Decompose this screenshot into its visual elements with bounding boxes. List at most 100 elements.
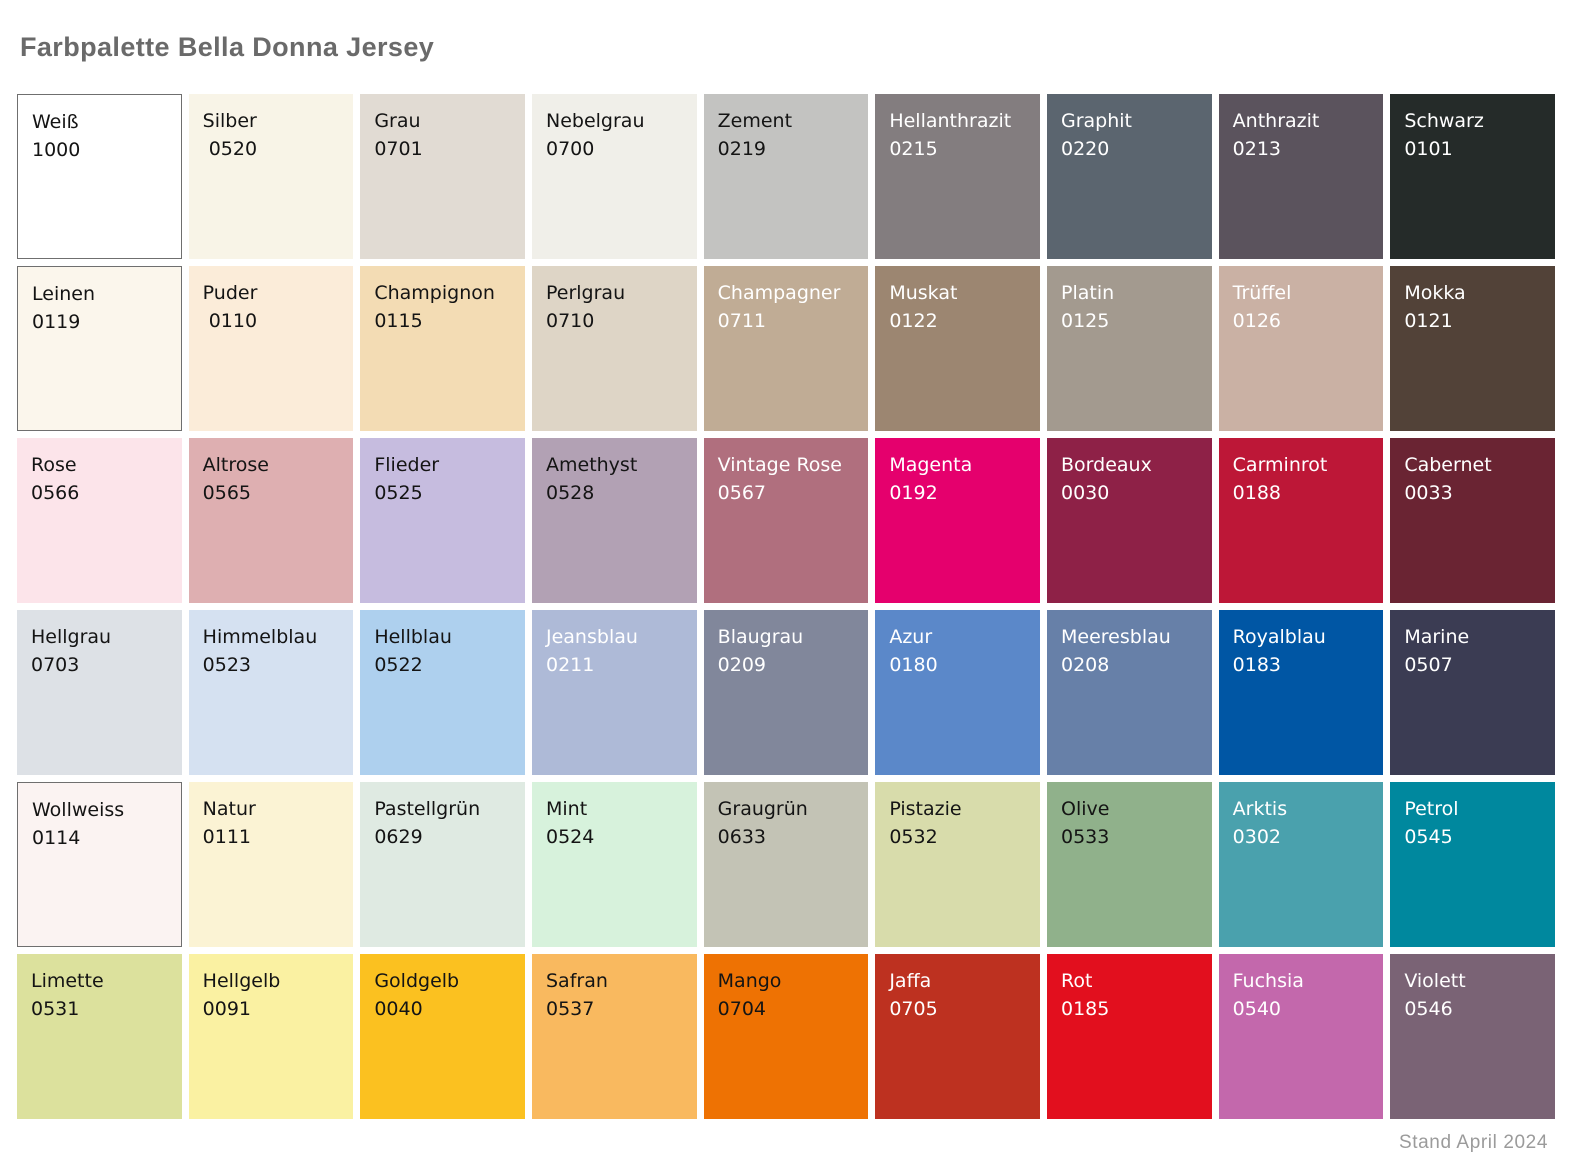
swatch-code: 0114	[32, 827, 81, 849]
swatch-code: 0540	[1232, 998, 1282, 1020]
swatch-code: 0546	[1404, 998, 1453, 1020]
swatch-name: Rot	[1061, 970, 1093, 992]
swatch-0520: Silber 0520	[188, 94, 354, 259]
swatch-code: 0091	[202, 998, 252, 1020]
swatch-name: Amethyst	[546, 454, 638, 476]
swatch-0122: Muskat 0122	[875, 266, 1040, 431]
swatch-0220: Graphit 0220	[1047, 94, 1212, 259]
swatch-0110: Puder 0110	[188, 266, 354, 431]
swatch-0215: Hellanthrazit 0215	[875, 94, 1040, 259]
swatch-name: Hellgrau	[31, 626, 112, 648]
swatch-code: 0111	[202, 826, 252, 848]
swatch-0507: Marine 0507	[1390, 610, 1555, 775]
swatch-code: 0566	[31, 482, 80, 504]
swatch-code: 0115	[374, 310, 423, 332]
swatch-code: 0033	[1404, 482, 1453, 504]
swatch-code: 0188	[1232, 482, 1282, 504]
swatch-code: 0126	[1232, 310, 1282, 332]
swatch-0540: Fuchsia 0540	[1218, 954, 1384, 1119]
swatch-code: 0522	[374, 654, 423, 676]
swatch-name: Leinen	[32, 283, 95, 305]
swatch-0532: Pistazie 0532	[875, 782, 1040, 947]
swatch-code: 0533	[1061, 826, 1110, 848]
swatch-name: Blaugrau	[717, 626, 804, 648]
swatch-code: 0700	[546, 138, 595, 160]
swatch-0030: Bordeaux 0030	[1047, 438, 1212, 603]
swatch-name: Safran	[546, 970, 608, 992]
swatch-code: 0119	[32, 311, 81, 333]
swatch-0546: Violett 0546	[1390, 954, 1555, 1119]
swatch-code: 0520	[202, 138, 258, 160]
swatch-code: 0192	[889, 482, 938, 504]
swatch-name: Wollweiss	[32, 799, 125, 821]
swatch-1000: Weiß 1000	[17, 94, 182, 259]
swatch-0115: Champignon 0115	[360, 266, 525, 431]
swatch-code: 0208	[1061, 654, 1110, 676]
swatch-0185: Rot 0185	[1047, 954, 1212, 1119]
swatch-code: 0125	[1061, 310, 1110, 332]
swatch-code: 0703	[31, 654, 80, 676]
swatch-0192: Magenta 0192	[875, 438, 1040, 603]
page-title: Farbpalette Bella Donna Jersey	[20, 32, 435, 62]
swatch-name: Cabernet	[1404, 454, 1492, 476]
swatch-0219: Zement 0219	[703, 94, 869, 259]
swatch-code: 0523	[202, 654, 252, 676]
swatch-code: 0213	[1232, 138, 1282, 160]
swatch-name: Mint	[546, 798, 588, 820]
swatch-code: 0528	[546, 482, 595, 504]
swatch-name: Carminrot	[1232, 454, 1328, 476]
swatch-code: 0545	[1404, 826, 1453, 848]
swatch-0523: Himmelblau 0523	[188, 610, 354, 775]
swatch-0111: Natur 0111	[188, 782, 354, 947]
swatch-name: Champignon	[374, 282, 495, 304]
swatch-name: Grau	[374, 110, 421, 132]
swatch-code: 0302	[1232, 826, 1282, 848]
swatch-name: Bordeaux	[1061, 454, 1152, 476]
swatch-code: 0711	[717, 310, 767, 332]
swatch-0302: Arktis 0302	[1218, 782, 1384, 947]
swatch-name: Hellgelb	[202, 970, 281, 992]
swatch-name: Anthrazit	[1232, 110, 1320, 132]
swatch-0700: Nebelgrau 0700	[532, 94, 697, 259]
swatch-code: 0629	[374, 826, 423, 848]
swatch-0704: Mango 0704	[703, 954, 869, 1119]
swatch-0565: Altrose 0565	[188, 438, 354, 603]
swatch-name: Petrol	[1404, 798, 1459, 820]
swatch-0188: Carminrot 0188	[1218, 438, 1384, 603]
swatch-name: Limette	[31, 970, 104, 992]
swatch-name: Zement	[717, 110, 793, 132]
swatch-code: 0531	[31, 998, 80, 1020]
swatch-0209: Blaugrau 0209	[703, 610, 869, 775]
swatch-code: 0183	[1232, 654, 1282, 676]
swatch-name: Marine	[1404, 626, 1470, 648]
swatch-code: 0121	[1404, 310, 1453, 332]
swatch-0180: Azur 0180	[875, 610, 1040, 775]
swatch-code: 0220	[1061, 138, 1110, 160]
swatch-0125: Platin 0125	[1047, 266, 1212, 431]
swatch-name: Graugrün	[717, 798, 808, 820]
swatch-name: Pastellgrün	[374, 798, 481, 820]
swatch-0183: Royalblau 0183	[1218, 610, 1384, 775]
swatch-name: Mokka	[1404, 282, 1466, 304]
swatch-name: Altrose	[202, 454, 269, 476]
swatch-name: Royalblau	[1232, 626, 1326, 648]
swatch-code: 0185	[1061, 998, 1110, 1020]
swatch-code: 0524	[546, 826, 595, 848]
swatch-name: Platin	[1061, 282, 1115, 304]
swatch-code: 0507	[1404, 654, 1453, 676]
swatch-0126: Trüffel 0126	[1218, 266, 1384, 431]
swatch-0701: Grau 0701	[360, 94, 525, 259]
swatch-name: Puder	[202, 282, 258, 304]
swatch-code: 0040	[374, 998, 423, 1020]
swatch-code: 0537	[546, 998, 595, 1020]
swatch-0208: Meeresblau 0208	[1047, 610, 1212, 775]
swatch-code: 0030	[1061, 482, 1110, 504]
swatch-name: Graphit	[1061, 110, 1133, 132]
swatch-code: 0710	[546, 310, 595, 332]
swatch-name: Arktis	[1232, 798, 1288, 820]
swatch-name: Jaffa	[889, 970, 932, 992]
swatch-name: Perlgrau	[546, 282, 626, 304]
swatch-0522: Hellblau 0522	[360, 610, 525, 775]
swatch-0033: Cabernet 0033	[1390, 438, 1555, 603]
